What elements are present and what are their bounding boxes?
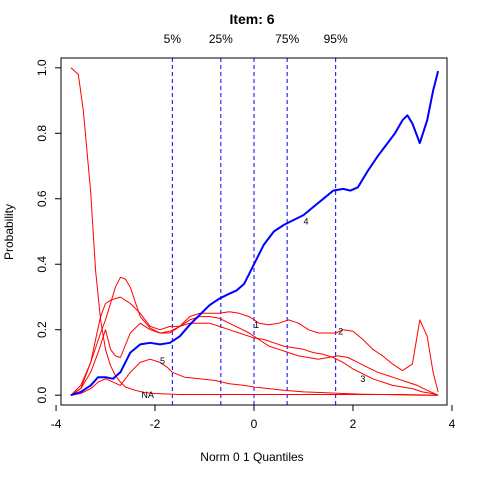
quantile-label: 25% (209, 32, 233, 46)
x-tick-label: -2 (150, 417, 161, 431)
series-label: 3 (360, 374, 365, 384)
y-tick-label: 0.8 (35, 125, 49, 142)
y-axis-label: Probability (2, 204, 16, 260)
chart-title: Item: 6 (229, 11, 274, 27)
x-tick-label: 4 (449, 417, 456, 431)
series-label: 4 (303, 217, 308, 227)
quantile-label: 75% (275, 32, 299, 46)
series-label: 2 (338, 326, 343, 336)
series-line (70, 296, 439, 396)
y-tick-label: 0.2 (35, 321, 49, 338)
y-tick-label: 0.0 (35, 387, 49, 404)
series-label: 5 (160, 356, 165, 366)
x-tick-label: -4 (51, 417, 62, 431)
x-axis-label: Norm 0 1 Quantiles (200, 450, 303, 464)
y-tick-label: 0.4 (35, 256, 49, 273)
y-tick-label: 1.0 (35, 59, 49, 76)
series-line (70, 316, 439, 396)
series-label: NA (141, 390, 154, 400)
quantile-label: 5% (164, 32, 182, 46)
quantile-label: 95% (324, 32, 348, 46)
plot-area: 5% 25% 75% 95% 4 NA 5 1 2 3 -4 -2 0 2 4 0.0 0.2 0.4 0.6 0.8… (35, 32, 455, 431)
x-tick-label: 0 (251, 417, 258, 431)
series-line (70, 276, 439, 396)
series-line (70, 67, 439, 396)
x-tick-label: 2 (350, 417, 357, 431)
series-line-key (70, 70, 440, 397)
y-tick-label: 0.6 (35, 190, 49, 207)
series-label: 1 (254, 320, 259, 330)
series-line (70, 358, 439, 396)
